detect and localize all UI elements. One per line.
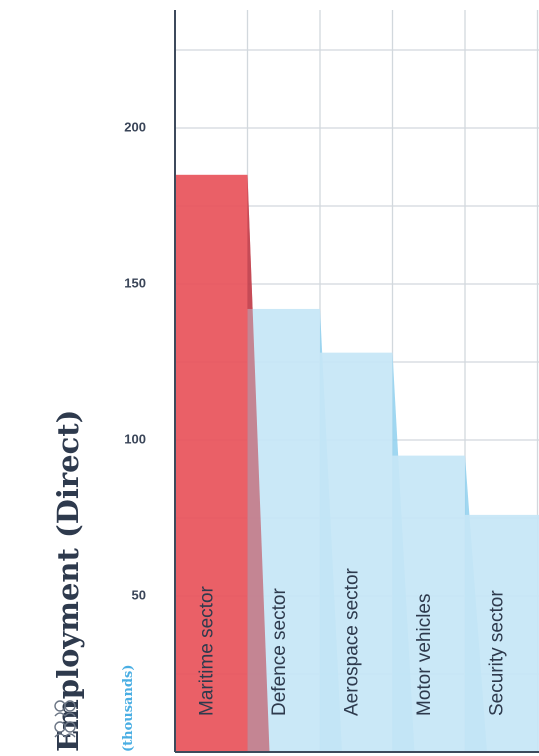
bar xyxy=(175,174,248,753)
bar-shadow-highlight xyxy=(247,174,270,753)
y-tick-label: 50 xyxy=(132,587,146,602)
bar xyxy=(465,514,539,752)
y-tick-label: 150 xyxy=(124,275,146,290)
bar xyxy=(392,455,465,752)
category-label: Defence sector xyxy=(269,588,290,716)
y-tick-label: 200 xyxy=(124,119,146,134)
bar xyxy=(320,352,393,752)
people-icon xyxy=(54,700,76,738)
category-label: Aerospace sector xyxy=(341,567,362,716)
category-label: Maritime sector xyxy=(196,585,217,716)
y-tick-label: 100 xyxy=(124,431,146,446)
category-label: Security sector xyxy=(486,590,507,716)
category-label: Motor vehicles xyxy=(414,594,435,717)
y-axis-unit: (thousands) xyxy=(121,664,136,752)
